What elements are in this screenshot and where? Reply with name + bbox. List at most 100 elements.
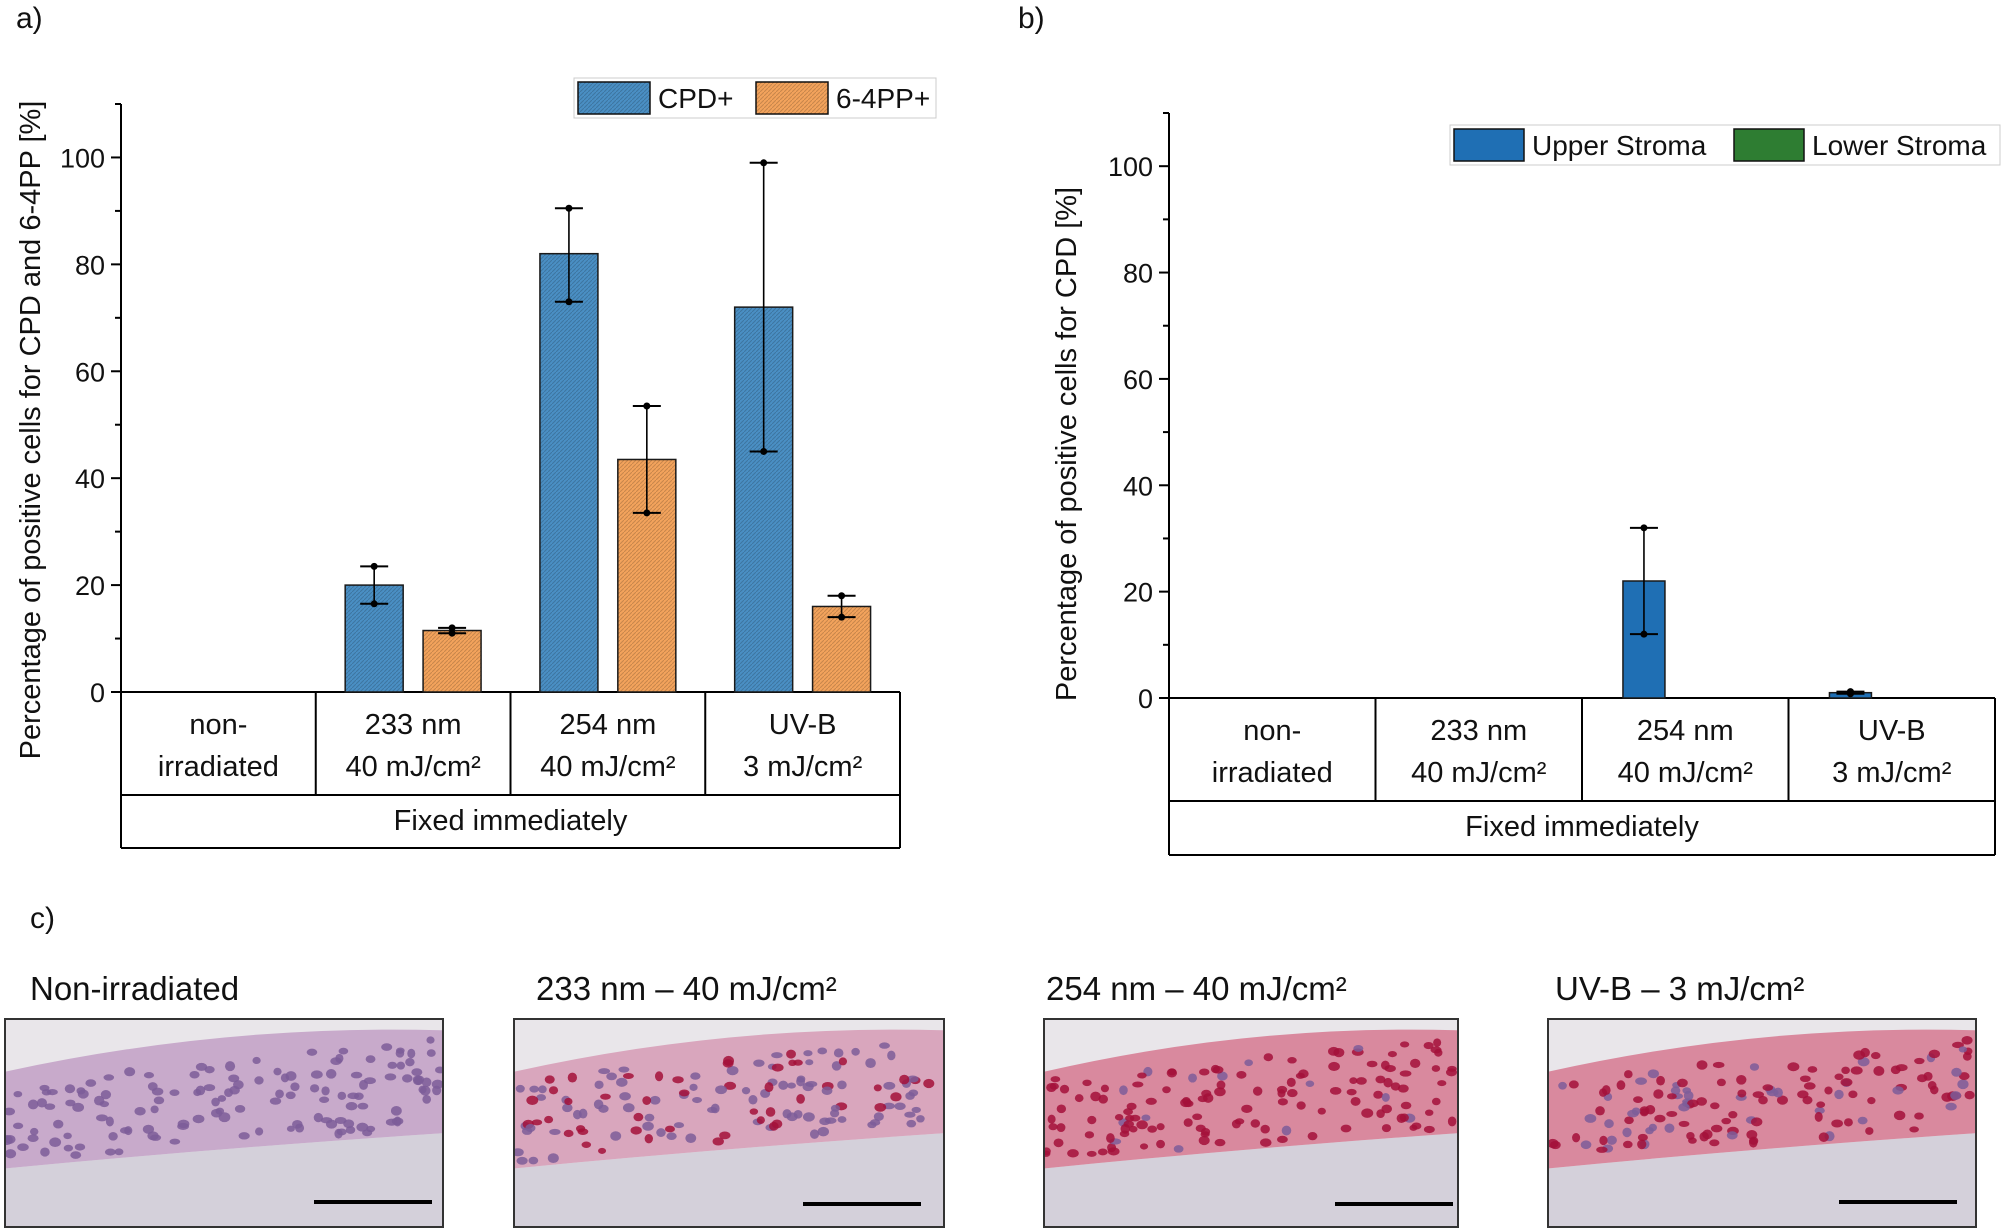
- nucleus: [1958, 1072, 1970, 1081]
- nucleus: [715, 1085, 728, 1095]
- nucleus: [906, 1119, 917, 1128]
- error-point: [760, 447, 768, 455]
- nucleus: [1841, 1066, 1850, 1075]
- nucleus: [1550, 1140, 1561, 1150]
- nucleus: [1962, 1052, 1972, 1061]
- nucleus: [142, 1124, 155, 1134]
- nucleus: [1396, 1113, 1407, 1123]
- nucleus: [255, 1127, 264, 1136]
- nucleus: [633, 1112, 644, 1122]
- nucleus: [1100, 1084, 1109, 1093]
- micrograph-title-2: 233 nm – 40 mJ/cm²: [536, 970, 837, 1007]
- nucleus: [1287, 1057, 1297, 1064]
- nucleus: [1909, 1126, 1919, 1133]
- nucleus: [630, 1126, 642, 1135]
- nucleus: [1803, 1082, 1816, 1090]
- nucleus: [63, 1132, 72, 1140]
- nucleus: [1082, 1079, 1092, 1087]
- group-label: Fixed immediately: [394, 805, 628, 837]
- nucleus: [1123, 1120, 1135, 1128]
- nucleus: [1047, 1114, 1056, 1124]
- nucleus: [1106, 1133, 1115, 1144]
- nucleus: [195, 1085, 206, 1096]
- nucleus: [1136, 1120, 1148, 1130]
- nucleus: [1123, 1108, 1133, 1116]
- nucleus: [1802, 1096, 1813, 1105]
- nucleus: [616, 1077, 628, 1087]
- nucleus: [1816, 1101, 1826, 1108]
- nucleus: [254, 1076, 264, 1085]
- nucleus: [1090, 1091, 1101, 1102]
- nucleus: [1400, 1101, 1412, 1110]
- nucleus: [749, 1108, 759, 1115]
- category-label: 254 nm: [560, 709, 657, 741]
- nucleus: [177, 1122, 189, 1130]
- nucleus: [817, 1047, 828, 1055]
- nucleus: [851, 1047, 860, 1056]
- nucleus: [1599, 1135, 1608, 1146]
- nucleus: [1687, 1099, 1699, 1108]
- nucleus: [690, 1072, 701, 1080]
- chart-b: 0 20 40 60 80 100 Percentage of positive cells…: [1051, 112, 2001, 856]
- nucleus: [63, 1144, 74, 1152]
- nucleus: [1234, 1118, 1245, 1125]
- nucleus: [204, 1066, 215, 1074]
- nucleus: [1192, 1113, 1203, 1121]
- category-label: 40 mJ/cm²: [345, 751, 481, 783]
- nucleus: [1746, 1129, 1758, 1140]
- nucleus: [788, 1059, 797, 1066]
- nucleus: [363, 1077, 376, 1085]
- nucleus: [1670, 1086, 1681, 1095]
- nucleus: [1156, 1139, 1165, 1149]
- nucleus: [1871, 1052, 1881, 1060]
- nucleus: [1750, 1117, 1763, 1127]
- nucleus: [538, 1085, 547, 1094]
- category-label: 3 mJ/cm²: [743, 751, 863, 783]
- nucleus: [1050, 1076, 1061, 1083]
- nucleus: [1678, 1103, 1690, 1112]
- category-label: 233 nm: [1430, 715, 1527, 747]
- nucleus: [1831, 1119, 1843, 1128]
- nucleus: [515, 1084, 525, 1093]
- nucleus: [76, 1087, 86, 1095]
- nucleus: [726, 1065, 739, 1076]
- nucleus: [337, 1091, 347, 1100]
- group-label: Fixed immediately: [1465, 811, 1699, 843]
- nucleus: [1635, 1077, 1647, 1085]
- nucleus: [384, 1073, 397, 1081]
- nucleus: [431, 1079, 442, 1089]
- nucleus: [656, 1128, 666, 1137]
- nucleus: [1824, 1086, 1833, 1095]
- nucleus: [419, 1085, 431, 1096]
- nucleus: [1200, 1127, 1211, 1136]
- nucleus: [1366, 1060, 1378, 1068]
- nucleus: [1445, 1068, 1457, 1077]
- y-tick-label: 80: [1123, 259, 1153, 289]
- nucleus: [1843, 1118, 1853, 1127]
- nucleus: [224, 1061, 236, 1072]
- nucleus: [567, 1072, 578, 1083]
- nucleus: [1848, 1090, 1858, 1099]
- nucleus: [1776, 1095, 1788, 1105]
- nucleus: [865, 1058, 876, 1069]
- nucleus: [644, 1113, 655, 1122]
- nucleus: [1721, 1117, 1732, 1125]
- nucleus: [873, 1084, 882, 1092]
- nucleus: [285, 1091, 296, 1100]
- nucleus: [345, 1126, 356, 1134]
- nucleus: [1056, 1104, 1067, 1114]
- nucleus: [723, 1055, 735, 1066]
- nucleus: [1696, 1060, 1708, 1070]
- legend-label: 6-4PP+: [836, 83, 930, 114]
- nucleus: [830, 1109, 840, 1118]
- nucleus: [1853, 1050, 1866, 1060]
- y-tick-label: 80: [75, 250, 105, 280]
- nucleus: [796, 1094, 805, 1104]
- nucleus: [269, 1097, 282, 1105]
- nucleus: [1850, 1066, 1863, 1075]
- nucleus: [1353, 1044, 1364, 1052]
- nucleus: [53, 1119, 64, 1129]
- nucleus: [581, 1141, 592, 1148]
- nucleus: [6, 1149, 17, 1159]
